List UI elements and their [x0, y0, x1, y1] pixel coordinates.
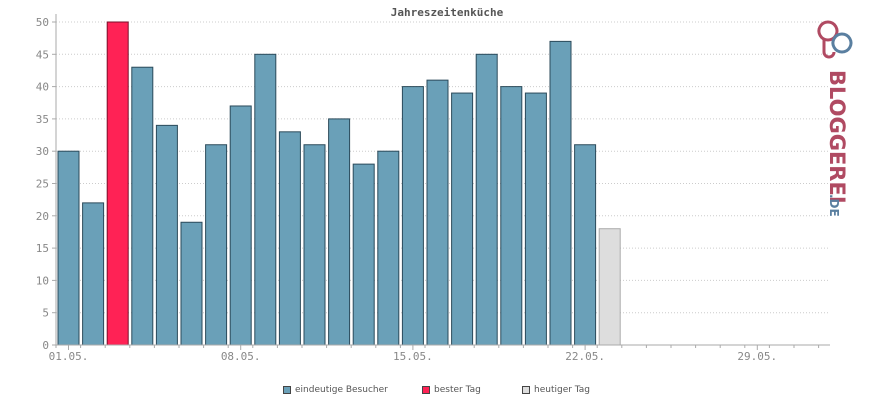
x-tick-label: 01.05.: [49, 350, 89, 363]
bloggerei-logo-icon: BLOGGEREI .DE: [817, 20, 853, 217]
bar-visitors: [524, 92, 547, 346]
y-tick-label: 30: [36, 145, 49, 158]
bar-visitors: [229, 105, 252, 346]
bar-visitors: [426, 79, 449, 346]
bar-visitors: [155, 124, 178, 346]
y-tick-label: 45: [36, 48, 49, 61]
legend-item-best-day: bester Tag: [422, 385, 481, 395]
legend-item-today: heutiger Tag: [522, 385, 590, 395]
y-tick-label: 20: [36, 210, 49, 223]
y-tick-label: 0: [42, 339, 49, 352]
bar-visitors: [475, 53, 498, 346]
legend-swatch-best-day: [422, 386, 430, 394]
legend-swatch-visitors: [283, 386, 291, 394]
bar-visitors: [549, 40, 572, 346]
bloggerei-logo: BLOGGEREI .DE: [806, 18, 866, 218]
logo-suffix: .DE: [827, 194, 841, 217]
bar-visitors: [57, 150, 80, 346]
legend-item-visitors: eindeutige Besucher: [283, 385, 388, 395]
bar-best-day: [106, 21, 129, 346]
y-tick-label: 25: [36, 178, 49, 191]
legend-label-visitors: eindeutige Besucher: [295, 385, 388, 395]
bar-visitors: [278, 131, 301, 346]
y-tick-label: 35: [36, 113, 49, 126]
bar-visitors: [303, 144, 326, 346]
bar-visitors: [500, 86, 523, 346]
x-tick-label: 08.05.: [221, 350, 261, 363]
bar-visitors: [254, 53, 277, 346]
legend: eindeutige Besucher bester Tag heutiger …: [0, 385, 870, 399]
y-tick-label: 50: [36, 16, 49, 29]
y-tick-label: 10: [36, 274, 49, 287]
y-tick-label: 5: [42, 307, 49, 320]
bar-today: [598, 228, 621, 346]
bar-visitors: [451, 92, 474, 346]
bar-visitors: [205, 144, 228, 346]
bar-visitors: [82, 202, 105, 346]
bar-visitors: [131, 66, 154, 346]
x-tick-label: 29.05.: [737, 350, 777, 363]
bar-visitors: [180, 221, 203, 346]
y-tick-label: 15: [36, 242, 49, 255]
bar-visitors: [352, 163, 375, 346]
bar-visitors: [328, 118, 351, 346]
legend-label-best-day: bester Tag: [434, 385, 481, 395]
bar-visitors: [401, 86, 424, 346]
bars: [57, 21, 621, 346]
x-tick-label: 15.05.: [393, 350, 433, 363]
legend-label-today: heutiger Tag: [534, 385, 591, 395]
bar-visitors: [574, 144, 597, 346]
axes: 0 5 10 15 20 25 30 35 40 45 50 01.05. 08.05. 15.05. 22…: [36, 14, 830, 363]
y-tick-label: 40: [36, 81, 49, 94]
logo-wordmark: BLOGGEREI: [825, 70, 849, 204]
legend-swatch-today: [522, 386, 530, 394]
x-tick-label: 22.05.: [565, 350, 605, 363]
bar-visitors: [377, 150, 400, 346]
chart-title: Jahreszeitenküche: [391, 6, 504, 19]
